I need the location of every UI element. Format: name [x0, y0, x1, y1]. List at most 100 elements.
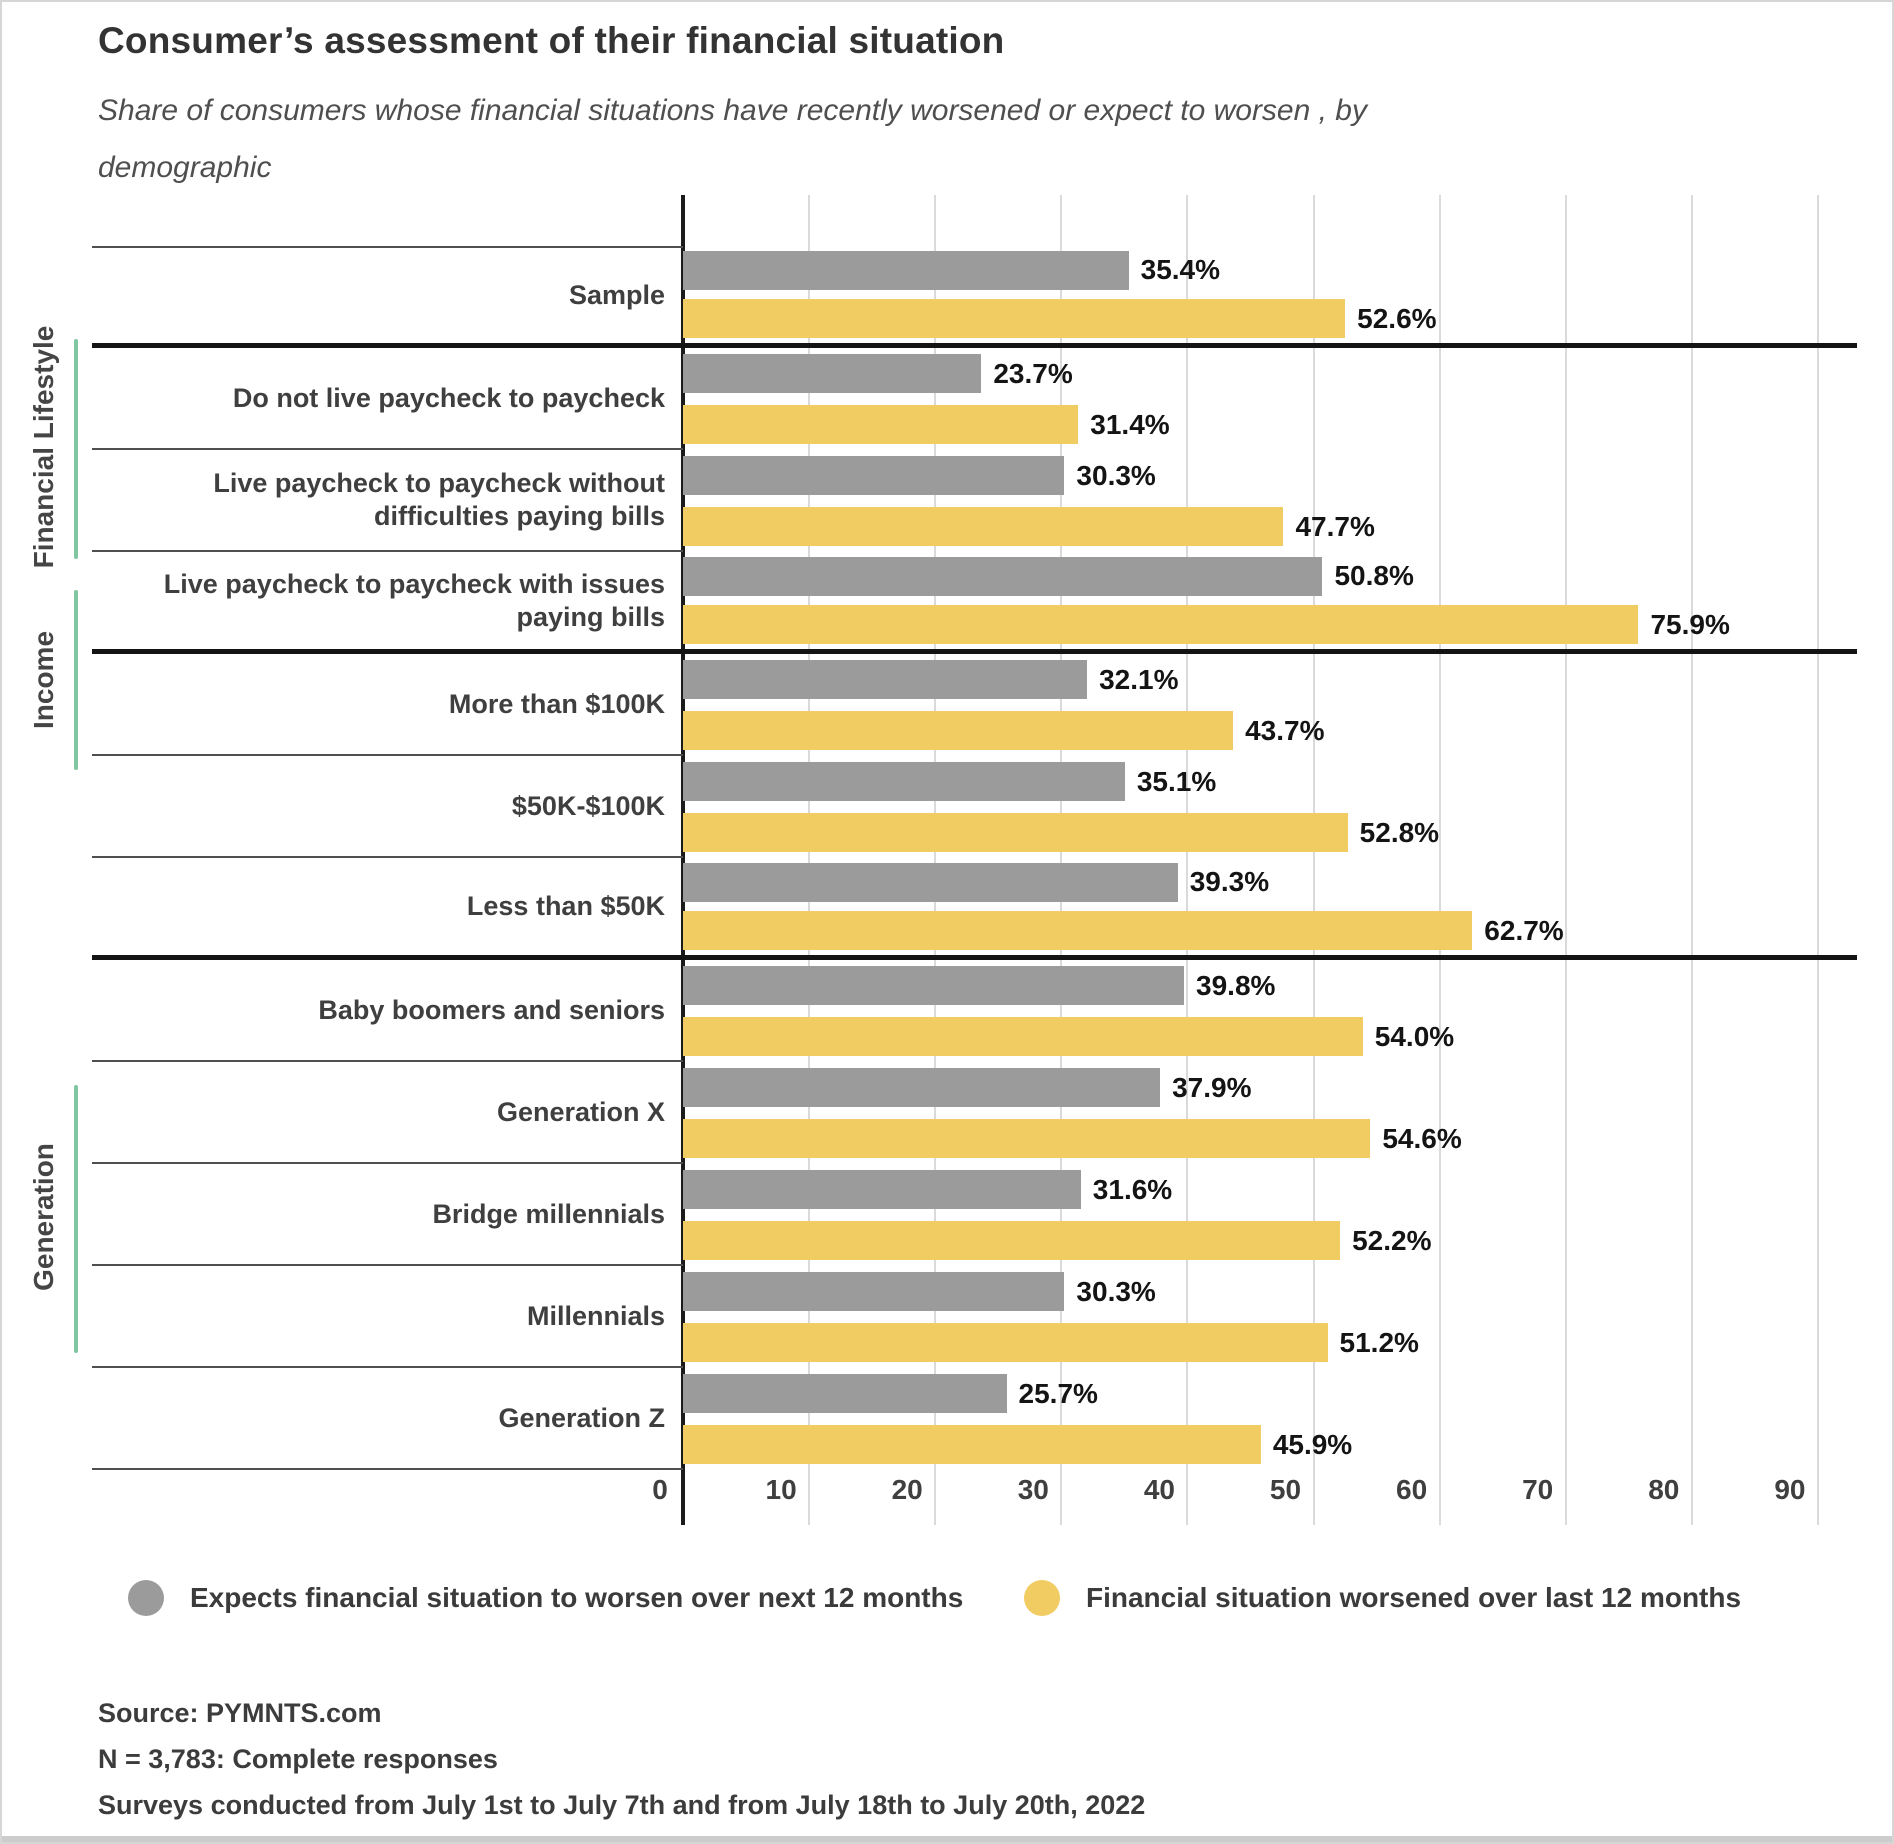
gridline [934, 195, 937, 1525]
x-tick-label: 20 [891, 1474, 923, 1505]
chart-row: Generation X 37.9% 54.6% [92, 1062, 1857, 1164]
value-label: 37.9% [1172, 1071, 1252, 1103]
value-label: 50.8% [1334, 560, 1414, 592]
bar-track: 47.7% [683, 501, 1857, 552]
bar-worsened [683, 405, 1079, 444]
bar-worsened [683, 813, 1348, 852]
value-label: 30.3% [1076, 459, 1156, 491]
value-label: 54.0% [1374, 1020, 1455, 1052]
group-label-generation: Generation [28, 1143, 59, 1291]
bar-track: 31.4% [683, 399, 1857, 450]
bar-track: 23.7% [683, 348, 1857, 399]
x-tick-label: 10 [765, 1474, 797, 1505]
value-label: 32.1% [1099, 663, 1179, 695]
row-bars: 31.6% 52.2% [683, 1164, 1857, 1266]
x-tick-label: 0 [652, 1474, 668, 1505]
bar-track: 30.3% [683, 1266, 1857, 1317]
bar-track: 30.3% [683, 450, 1857, 501]
gridline [1312, 195, 1315, 1525]
bar-track: 52.2% [683, 1215, 1857, 1266]
bar-track: 54.6% [683, 1113, 1857, 1164]
category-label: Generation X [92, 1062, 683, 1164]
chart-row: Sample 35.4% 52.6% [92, 246, 1857, 348]
category-label: Do not live paycheck to paycheck [92, 348, 683, 450]
bar-track: 52.8% [683, 807, 1857, 858]
chart-row: Less than $50K 39.3% 62.7% [92, 858, 1857, 960]
chart-row: $50K-$100K 35.1% 52.8% [92, 756, 1857, 858]
chart-row: Do not live paycheck to paycheck 23.7% 31.… [92, 348, 1857, 450]
category-label: $50K-$100K [92, 756, 683, 858]
x-tick-label: 70 [1522, 1474, 1554, 1505]
bar-expects-worsen [683, 762, 1125, 801]
legend-dot-gray-icon [128, 1580, 164, 1616]
value-label: 45.9% [1272, 1428, 1353, 1460]
bar-worsened [683, 1425, 1261, 1464]
bar-expects-worsen [683, 456, 1065, 495]
x-tick-label: 30 [1017, 1474, 1049, 1505]
bar-worsened [683, 1221, 1341, 1260]
bar-track: 54.0% [683, 1011, 1857, 1062]
footer-source: Source: PYMNTS.com [98, 1698, 382, 1728]
bar-track: 39.8% [683, 960, 1857, 1011]
group-bracket-financial-lifestyle [74, 339, 78, 559]
value-label: 43.7% [1245, 714, 1325, 746]
bar-track: 45.9% [683, 1419, 1857, 1470]
bar-track: 52.6% [683, 295, 1857, 344]
bar-track: 50.8% [683, 552, 1857, 601]
bar-track: 37.9% [683, 1062, 1857, 1113]
bar-worsened [683, 911, 1473, 951]
value-label: 39.8% [1196, 969, 1276, 1001]
plot-gridlines [683, 195, 1859, 1525]
group-label-income: Income [28, 630, 59, 730]
category-label: Baby boomers and seniors [92, 960, 683, 1062]
bar-worsened [683, 711, 1234, 750]
bar-expects-worsen [683, 966, 1185, 1005]
window-bottom-edge [2, 1836, 1892, 1842]
bar-track: 35.4% [683, 246, 1857, 295]
page-title: Consumer’s assessment of their financial… [98, 20, 1005, 61]
chart-row: More than $100K 32.1% 43.7% [92, 654, 1857, 756]
bar-worsened [683, 605, 1639, 645]
legend-dot-yellow-icon [1024, 1580, 1060, 1616]
chart-row: Live paycheck to paycheck with issues pa… [92, 552, 1857, 654]
value-label: 31.6% [1092, 1173, 1173, 1205]
gridline [1186, 195, 1189, 1525]
category-label: Live paycheck to paycheck with issues pa… [163, 568, 665, 632]
gridline [1564, 195, 1567, 1525]
group-label-financial-lifestyle: Financial Lifestyle [28, 325, 59, 569]
bar-expects-worsen [683, 1170, 1081, 1209]
bar-track: 62.7% [683, 907, 1857, 956]
bar-worsened [683, 507, 1284, 546]
bar-track: 32.1% [683, 654, 1857, 705]
value-label: 75.9% [1650, 608, 1730, 640]
row-bars: 23.7% 31.4% [683, 348, 1857, 450]
gridline [1060, 195, 1063, 1525]
bar-track: 43.7% [683, 705, 1857, 756]
value-label: 54.6% [1382, 1122, 1462, 1154]
group-bracket-generation [74, 1085, 78, 1353]
value-label: 62.7% [1484, 914, 1564, 946]
row-bars: 50.8% 75.9% [683, 552, 1857, 649]
bar-track: 39.3% [683, 858, 1857, 907]
bar-track: 35.1% [683, 756, 1857, 807]
gridline [808, 195, 811, 1525]
chart-row: Bridge millennials 31.6% 52.2% [92, 1164, 1857, 1266]
legend-item-expects: Expects financial situation to worsen ov… [128, 1576, 963, 1620]
x-tick-label: 40 [1143, 1474, 1175, 1505]
bar-worsened [683, 1323, 1328, 1362]
bar-expects-worsen [683, 862, 1178, 902]
footer: Source: PYMNTS.com N = 3,783: Complete r… [98, 1690, 1145, 1828]
bar-expects-worsen [683, 1374, 1007, 1413]
value-label: 52.6% [1357, 302, 1437, 334]
bar-track: 25.7% [683, 1368, 1857, 1419]
x-tick-label: 80 [1648, 1474, 1680, 1505]
value-label: 35.1% [1136, 765, 1217, 797]
value-label: 35.4% [1140, 254, 1221, 286]
footer-sample-size: N = 3,783: Complete responses [98, 1744, 498, 1774]
value-label: 47.7% [1295, 510, 1375, 542]
chart-row: Millennials 30.3% 51.2% [92, 1266, 1857, 1368]
bar-expects-worsen [683, 250, 1129, 290]
chart-row: Baby boomers and seniors 39.8% 54.0% [92, 960, 1857, 1062]
bar-track: 31.6% [683, 1164, 1857, 1215]
